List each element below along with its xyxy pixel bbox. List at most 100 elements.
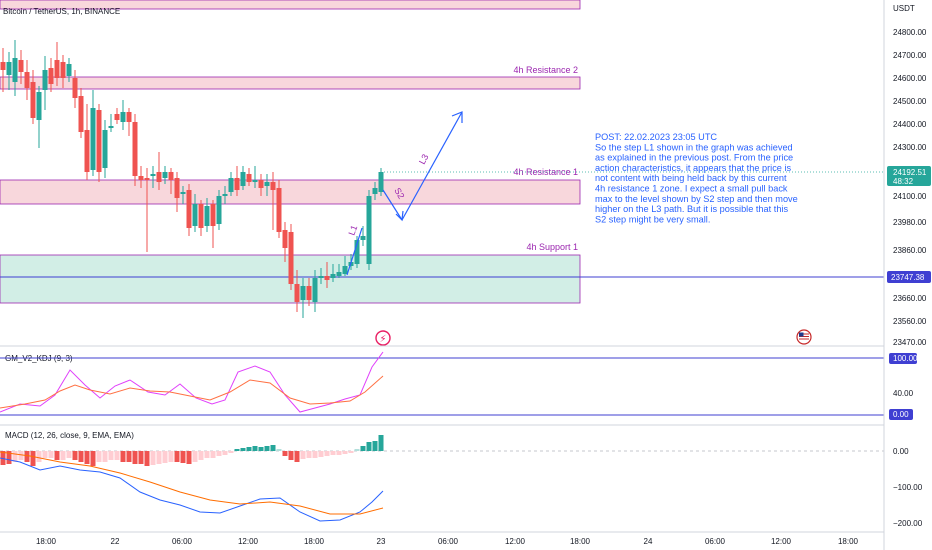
resistance-2-label: 4h Resistance 2: [513, 65, 578, 75]
macd-histogram-bar: [324, 451, 330, 456]
support-1-label: 4h Support 1: [526, 242, 578, 252]
macd-histogram-bar: [150, 451, 156, 465]
price-tick-label: 23860.00: [893, 246, 927, 255]
s2-path[interactable]: [382, 189, 403, 221]
macd-histogram-bar: [60, 451, 66, 460]
candle-body: [144, 178, 150, 180]
candle-body: [12, 58, 18, 82]
macd-histogram-bar: [6, 451, 12, 464]
macd-histogram-bar: [312, 451, 318, 458]
candle-body: [36, 92, 42, 120]
l1-label: L1: [346, 224, 359, 237]
macd-histogram-bar: [336, 451, 342, 455]
macd-histogram-bar: [294, 451, 300, 462]
candle-body: [330, 274, 336, 278]
price-axis[interactable]: USDT 24800.00 24700.00 24600.00 24500.00 244…: [883, 0, 932, 550]
macd-histogram-bar: [126, 451, 132, 462]
price-tick-label: 24600.00: [893, 74, 927, 83]
kdj-d-line: [0, 375, 384, 409]
candle-body: [252, 180, 258, 182]
candle-body: [162, 172, 168, 178]
candles-layer: [0, 40, 384, 318]
macd-histogram-bar: [48, 451, 54, 458]
macd-histogram: [0, 435, 384, 466]
macd-histogram-bar: [102, 451, 108, 462]
svg-text:⚡: ⚡: [379, 334, 386, 345]
us-flag-event-icon[interactable]: [796, 329, 812, 345]
macd-histogram-bar: [90, 451, 96, 466]
lightning-event-icon[interactable]: ⚡: [375, 330, 391, 346]
macd-histogram-bar: [282, 451, 288, 456]
macd-histogram-bar: [174, 451, 180, 462]
macd-tick-2: −200.00: [893, 519, 923, 528]
macd-histogram-bar: [186, 451, 192, 464]
note-line: not content with being held back by this…: [595, 173, 787, 183]
macd-histogram-bar: [228, 451, 234, 453]
projection-drawings[interactable]: L1 S2 L3: [346, 111, 463, 276]
time-axis-label: 18:00: [838, 537, 859, 546]
candle-body: [288, 232, 294, 284]
candle-body: [198, 204, 204, 228]
hline-price-tag: 23747.38: [887, 271, 931, 283]
time-axis-label: 22: [111, 537, 120, 546]
price-tick-label: 24300.00: [893, 143, 927, 152]
candle-body: [30, 82, 36, 118]
macd-histogram-bar: [216, 451, 222, 456]
macd-histogram-bar: [246, 447, 252, 451]
candle-body: [72, 78, 78, 98]
candle-body: [246, 174, 252, 182]
macd-histogram-bar: [156, 451, 162, 464]
price-tick-label: 24100.00: [893, 192, 927, 201]
macd-histogram-bar: [144, 451, 150, 466]
macd-histogram-bar: [210, 451, 216, 458]
candle-body: [42, 70, 48, 90]
l3-label: L3: [417, 152, 431, 166]
note-line: POST: 22.02.2023 23:05 UTC: [595, 132, 717, 142]
price-pane[interactable]: 4h Resistance 2 4h Resistance 1 4h Suppo…: [0, 0, 884, 346]
svg-text:48:32: 48:32: [893, 177, 914, 186]
note-line: S2 step might be very small.: [595, 214, 710, 224]
macd-histogram-bar: [288, 451, 294, 460]
resistance-1-zone[interactable]: [0, 179, 581, 205]
macd-pane[interactable]: MACD (12, 26, close, 9, EMA, EMA): [0, 431, 884, 522]
candle-body: [60, 62, 66, 78]
l1-path[interactable]: [346, 227, 363, 276]
macd-tick-0: 0.00: [893, 447, 909, 456]
note-line: max to the level shown by S2 step and th…: [595, 194, 798, 204]
price-tick-label: 23980.00: [893, 218, 927, 227]
candle-body: [312, 278, 318, 302]
candle-body: [132, 122, 138, 176]
candle-body: [282, 230, 288, 248]
resistance-2-zone[interactable]: [0, 76, 581, 90]
macd-histogram-bar: [264, 446, 270, 451]
candle-body: [120, 112, 126, 122]
l3-path[interactable]: [401, 111, 463, 221]
candle-body: [108, 126, 114, 128]
candle-body: [90, 108, 96, 170]
time-axis-label: 24: [644, 537, 653, 546]
macd-histogram-bar: [180, 451, 186, 463]
macd-histogram-bar: [18, 451, 24, 460]
time-axis[interactable]: 18:00 22 06:00 12:00 18:00 23 06:00 12:00 18:00 2…: [36, 537, 859, 546]
candle-body: [324, 276, 330, 280]
svg-text:24192.51: 24192.51: [893, 168, 927, 177]
macd-histogram-bar: [162, 451, 168, 463]
macd-indicator-label: MACD (12, 26, close, 9, EMA, EMA): [5, 431, 134, 440]
time-axis-label: 12:00: [505, 537, 526, 546]
time-axis-label: 06:00: [438, 537, 459, 546]
macd-histogram-bar: [306, 451, 312, 458]
price-tick-label: 24800.00: [893, 28, 927, 37]
current-price-tag: 24192.51 48:32: [887, 166, 931, 186]
resistance-1-label: 4h Resistance 1: [513, 167, 578, 177]
macd-histogram-bar: [372, 441, 378, 451]
price-tick-label: 24700.00: [893, 51, 927, 60]
macd-histogram-bar: [240, 448, 246, 451]
macd-histogram-bar: [366, 442, 372, 451]
macd-histogram-bar: [42, 451, 48, 458]
time-axis-label: 18:00: [36, 537, 57, 546]
macd-histogram-bar: [354, 449, 360, 451]
kdj-pane[interactable]: GM_V2_KDJ (9, 3): [0, 351, 884, 416]
candle-body: [372, 188, 378, 194]
